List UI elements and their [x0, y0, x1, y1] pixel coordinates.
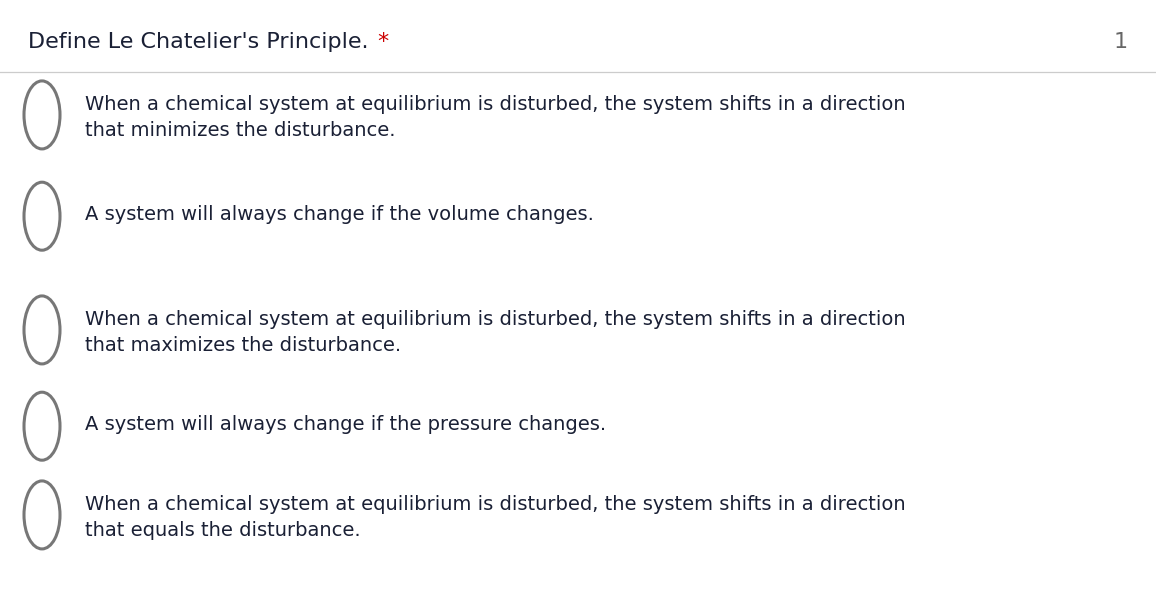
- Text: Define Le Chatelier's Principle.: Define Le Chatelier's Principle.: [28, 32, 376, 52]
- Text: A system will always change if the volume changes.: A system will always change if the volum…: [86, 205, 594, 224]
- Text: When a chemical system at equilibrium is disturbed, the system shifts in a direc: When a chemical system at equilibrium is…: [86, 310, 905, 329]
- Text: that equals the disturbance.: that equals the disturbance.: [86, 521, 361, 540]
- Text: that minimizes the disturbance.: that minimizes the disturbance.: [86, 121, 395, 140]
- Text: When a chemical system at equilibrium is disturbed, the system shifts in a direc: When a chemical system at equilibrium is…: [86, 95, 905, 114]
- Text: When a chemical system at equilibrium is disturbed, the system shifts in a direc: When a chemical system at equilibrium is…: [86, 495, 905, 514]
- Text: that maximizes the disturbance.: that maximizes the disturbance.: [86, 337, 401, 356]
- Text: 1: 1: [1114, 32, 1128, 52]
- Text: *: *: [378, 32, 388, 52]
- Text: A system will always change if the pressure changes.: A system will always change if the press…: [86, 415, 606, 434]
